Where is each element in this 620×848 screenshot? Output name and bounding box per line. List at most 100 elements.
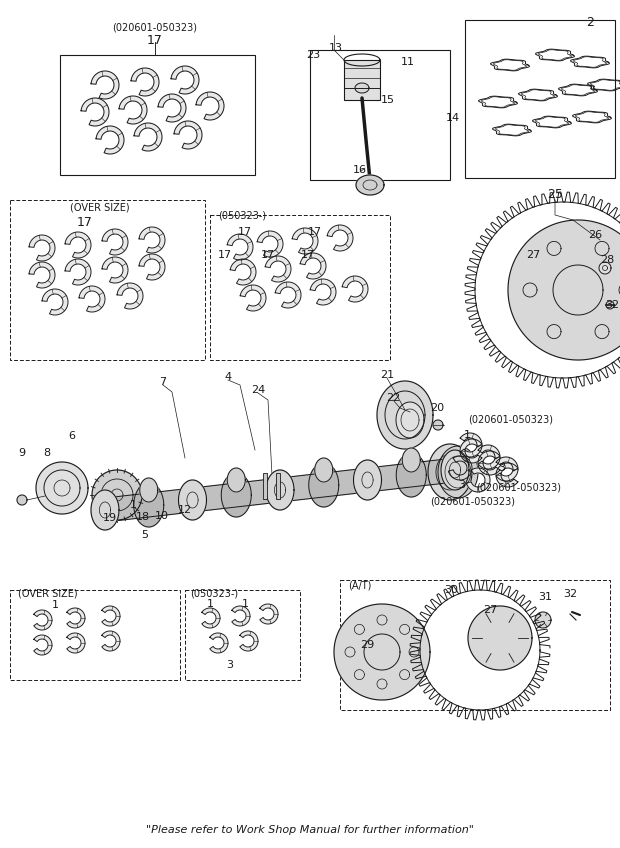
Polygon shape [29,262,55,288]
Polygon shape [221,473,251,517]
Polygon shape [309,463,339,507]
Text: 13: 13 [329,43,343,53]
Text: 17: 17 [301,250,315,260]
Bar [60,55,255,175]
Polygon shape [300,253,326,279]
Polygon shape [468,606,532,670]
Polygon shape [606,301,614,309]
Polygon shape [356,175,384,195]
Polygon shape [17,495,27,505]
Polygon shape [117,283,143,309]
Polygon shape [196,92,224,120]
Polygon shape [179,480,206,520]
Text: 12: 12 [178,505,192,515]
Polygon shape [441,450,469,490]
Polygon shape [102,631,120,651]
Text: 32: 32 [605,300,619,310]
Bar [10,590,180,680]
Bar [10,200,205,360]
Text: 27: 27 [526,250,540,260]
Polygon shape [355,83,369,93]
Polygon shape [396,402,424,438]
Bar [210,215,390,360]
Polygon shape [275,282,301,308]
Text: 28: 28 [600,255,614,265]
Polygon shape [496,457,518,481]
Polygon shape [79,286,105,312]
Polygon shape [81,98,109,126]
Polygon shape [508,220,620,360]
Polygon shape [460,439,482,463]
Polygon shape [67,608,85,628]
Text: 19: 19 [103,513,117,523]
Polygon shape [134,123,162,151]
Polygon shape [377,381,433,449]
Bar [344,60,380,100]
Polygon shape [257,231,283,257]
Polygon shape [102,229,128,255]
Text: (020601-050323): (020601-050323) [112,22,198,32]
Polygon shape [478,445,500,469]
Text: 2: 2 [586,15,594,29]
Polygon shape [102,606,120,626]
Text: 7: 7 [159,377,167,387]
Polygon shape [174,121,202,149]
Text: 30: 30 [444,585,458,595]
Text: 10: 10 [155,511,169,521]
Polygon shape [334,604,430,700]
Polygon shape [478,451,500,475]
Text: 1: 1 [206,599,213,609]
Polygon shape [353,460,381,500]
Text: 29: 29 [360,640,374,650]
Polygon shape [433,420,443,430]
Text: 32: 32 [563,589,577,599]
Text: 25: 25 [547,188,563,202]
Polygon shape [29,235,55,261]
Polygon shape [91,490,119,530]
Polygon shape [342,276,368,302]
Text: (OVER SIZE): (OVER SIZE) [70,203,130,213]
Polygon shape [65,259,91,285]
Polygon shape [134,483,164,527]
Text: 8: 8 [43,448,51,458]
Polygon shape [34,610,52,630]
Text: 17: 17 [77,215,93,228]
Bar [263,473,267,499]
Text: 15: 15 [381,95,395,105]
Polygon shape [448,456,472,480]
Polygon shape [91,71,119,99]
Text: (020601-050323): (020601-050323) [468,415,553,425]
Polygon shape [65,232,91,258]
Polygon shape [396,453,427,497]
Text: 24: 24 [251,385,265,395]
Text: 11: 11 [401,57,415,67]
Polygon shape [171,66,199,94]
Text: 9: 9 [19,448,25,458]
Polygon shape [240,631,258,651]
Text: 1: 1 [464,430,471,440]
Text: (A/T): (A/T) [348,580,371,590]
Polygon shape [34,635,52,655]
Polygon shape [102,257,128,283]
Text: 4: 4 [224,372,231,382]
Text: 1: 1 [51,600,58,610]
Polygon shape [228,468,246,492]
Bar [276,473,280,499]
Polygon shape [210,633,228,653]
Text: 31: 31 [538,592,552,602]
Polygon shape [315,458,333,482]
Text: (020601-050323): (020601-050323) [430,497,515,507]
Polygon shape [42,289,68,315]
Polygon shape [230,259,256,285]
Polygon shape [327,225,353,251]
Text: 17: 17 [238,227,252,237]
Bar [340,580,610,710]
Polygon shape [310,279,336,305]
Text: 18: 18 [136,512,150,522]
Text: 17: 17 [218,250,232,260]
Text: 3: 3 [498,463,505,473]
Polygon shape [466,468,490,492]
Bar [310,50,450,180]
Text: 17: 17 [261,250,275,260]
Text: 1: 1 [242,599,249,609]
